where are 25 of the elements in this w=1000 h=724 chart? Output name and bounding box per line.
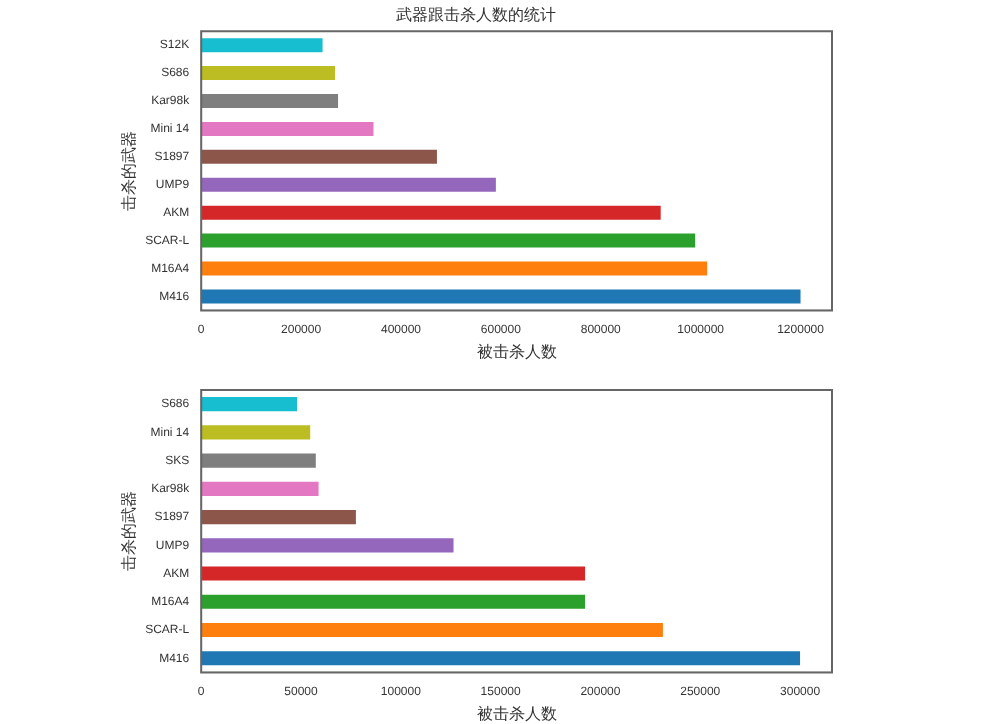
x-axis-title: 被击杀人数 xyxy=(476,704,557,723)
bar xyxy=(201,453,316,468)
bar xyxy=(201,622,663,638)
bar xyxy=(201,425,311,440)
x-axis-title: 被击杀人数 xyxy=(476,342,557,361)
bar xyxy=(201,149,437,164)
y-axis-title: 击杀的武器 xyxy=(120,130,139,211)
chart-title: 武器跟击杀人数的统计 xyxy=(396,6,556,25)
bar xyxy=(201,177,496,192)
bar xyxy=(201,233,696,248)
bar xyxy=(201,566,586,581)
bar xyxy=(201,94,339,108)
bar xyxy=(201,205,661,220)
bar xyxy=(201,38,323,53)
bar xyxy=(201,261,708,276)
bar xyxy=(201,510,356,525)
bar xyxy=(201,651,801,666)
bar xyxy=(201,397,298,412)
bar xyxy=(201,289,801,304)
bar xyxy=(201,538,454,553)
bar xyxy=(201,481,319,496)
bar xyxy=(201,66,336,81)
y-axis-title: 击杀的武器 xyxy=(120,491,139,572)
bar xyxy=(201,594,586,609)
bar xyxy=(201,121,374,136)
